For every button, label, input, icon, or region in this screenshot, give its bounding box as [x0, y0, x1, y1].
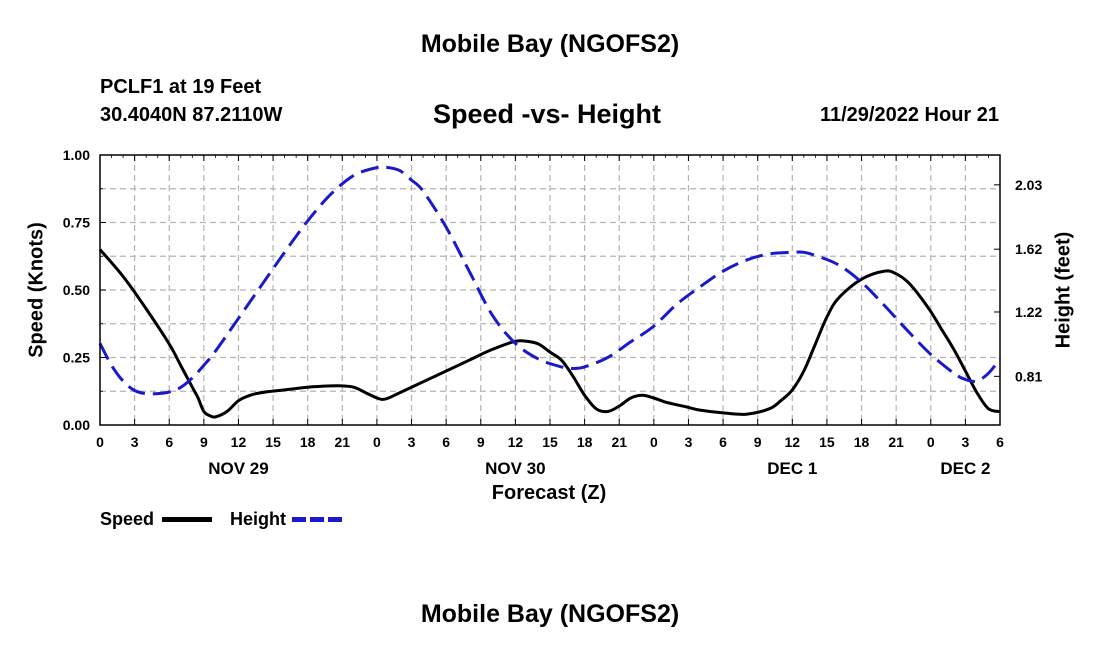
- x-date-label: DEC 2: [940, 459, 990, 478]
- grid: [100, 155, 1000, 425]
- y2-tick-label: 1.62: [1015, 241, 1042, 257]
- x-tick-label: 0: [373, 434, 381, 450]
- x-tick-label: 21: [888, 434, 904, 450]
- y-tick-label: 0.50: [63, 282, 90, 298]
- legend-height-label: Height: [230, 509, 286, 529]
- x-tick-label: 3: [961, 434, 969, 450]
- x-tick-label: 0: [96, 434, 104, 450]
- y-axis-right-title: Height (feet): [1052, 231, 1075, 349]
- coords-label: 30.4040N 87.2110W: [100, 104, 283, 126]
- x-date-label: NOV 29: [208, 459, 268, 478]
- axis-ticks: 0 3 6 9 12 15 18 21 0 3 6 9 12 15 18 21 0 3 6 9 12 15 18 21 0 3 6 N…: [63, 147, 1043, 478]
- page-title: Mobile Bay (NGOFS2): [420, 30, 680, 58]
- x-tick-label: 21: [611, 434, 627, 450]
- x-tick-label: 0: [650, 434, 658, 450]
- x-tick-label: 6: [996, 434, 1004, 450]
- x-tick-label: 6: [442, 434, 450, 450]
- legend-speed-label: Speed: [100, 509, 155, 529]
- legend-height-swatch: [292, 517, 342, 522]
- y2-tick-label: 1.22: [1015, 304, 1042, 320]
- height-series-line: [98, 165, 1002, 396]
- series: [98, 165, 1002, 419]
- x-date-label: NOV 30: [485, 459, 545, 478]
- station-label: PCLF1 at 19 Feet: [100, 76, 262, 98]
- x-axis-title: Forecast (Z): [491, 482, 607, 504]
- legend-speed-swatch: [162, 517, 212, 522]
- x-tick-label: 15: [265, 434, 281, 450]
- x-tick-label: 3: [685, 434, 693, 450]
- speed-series-line: [98, 248, 1001, 419]
- y-tick-label: 0.75: [63, 215, 90, 231]
- y-tick-label: 0.25: [63, 350, 90, 366]
- x-tick-label: 18: [854, 434, 870, 450]
- x-tick-label: 12: [785, 434, 801, 450]
- x-date-label: DEC 1: [767, 459, 817, 478]
- x-tick-label: 6: [165, 434, 173, 450]
- x-tick-label: 12: [231, 434, 247, 450]
- x-tick-label: 9: [754, 434, 762, 450]
- y-tick-label: 0.00: [63, 417, 90, 433]
- x-tick-label: 15: [819, 434, 835, 450]
- x-tick-label: 18: [300, 434, 316, 450]
- y2-tick-label: 0.81: [1015, 368, 1042, 384]
- x-tick-label: 12: [508, 434, 524, 450]
- x-tick-label: 21: [335, 434, 351, 450]
- datetime-label: 11/29/2022 Hour 21: [819, 104, 999, 126]
- x-tick-label: 3: [408, 434, 416, 450]
- x-tick-label: 9: [477, 434, 485, 450]
- x-tick-label: 15: [542, 434, 558, 450]
- y-axis-left-title: Speed (Knots): [25, 222, 48, 358]
- x-tick-label: 18: [577, 434, 593, 450]
- footer-title: Mobile Bay (NGOFS2): [420, 600, 680, 628]
- y-tick-label: 1.00: [63, 147, 90, 163]
- x-tick-label: 6: [719, 434, 727, 450]
- y2-tick-label: 2.03: [1015, 177, 1042, 193]
- x-tick-label: 3: [131, 434, 139, 450]
- x-tick-label: 9: [200, 434, 208, 450]
- chart-subtitle: Speed -vs- Height: [433, 99, 662, 129]
- x-tick-label: 0: [927, 434, 935, 450]
